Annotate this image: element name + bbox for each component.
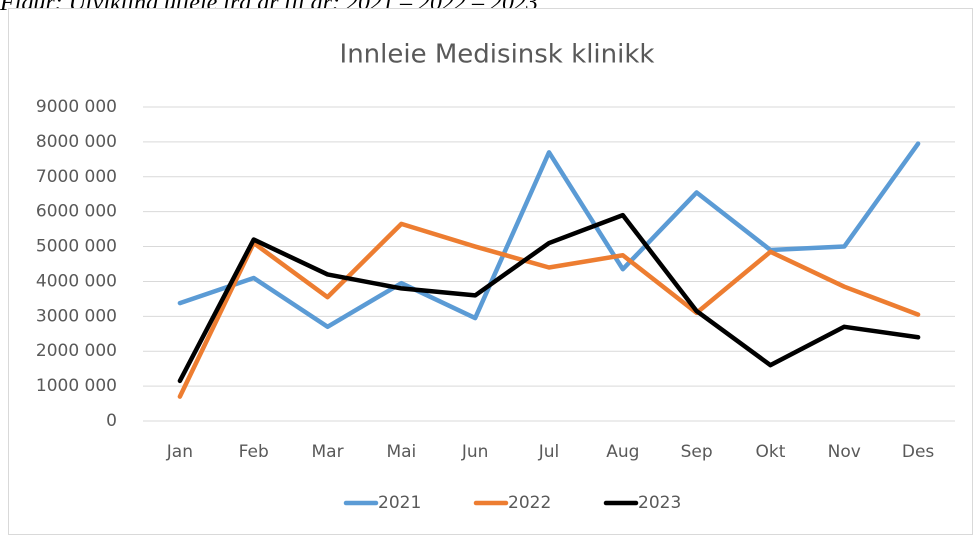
x-tick-label: Mai [386,442,416,462]
y-tick-label: 4000 000 [36,271,117,291]
series-line [177,221,921,399]
y-tick-label: 1000 000 [36,376,117,396]
y-tick-label: 8000 000 [36,132,117,152]
x-tick-label: Okt [756,442,786,462]
x-tick-label: Nov [828,442,861,462]
x-tick-label: Jan [166,442,193,462]
chart-title: Innleie Medisinsk klinikk [340,40,655,70]
x-tick-label: Mar [312,442,344,462]
x-tick-label: Jul [538,442,560,462]
y-tick-label: 6000 000 [36,202,117,222]
y-tick-label: 0 [106,411,117,431]
x-tick-label: Aug [606,442,639,462]
series-line [177,212,921,384]
y-tick-label: 9000 000 [36,97,117,117]
legend-label: 2022 [508,493,551,513]
x-tick-label: Jun [461,442,489,462]
x-tick-label: Feb [239,442,269,462]
series-line [177,141,921,330]
y-tick-label: 3000 000 [36,306,117,326]
y-tick-label: 7000 000 [36,167,117,187]
x-tick-label: Des [902,442,935,462]
legend-label: 2023 [638,493,681,513]
y-tick-label: 5000 000 [36,237,117,257]
x-tick-label: Sep [681,442,713,462]
y-tick-label: 2000 000 [36,341,117,361]
legend-label: 2021 [378,493,421,513]
